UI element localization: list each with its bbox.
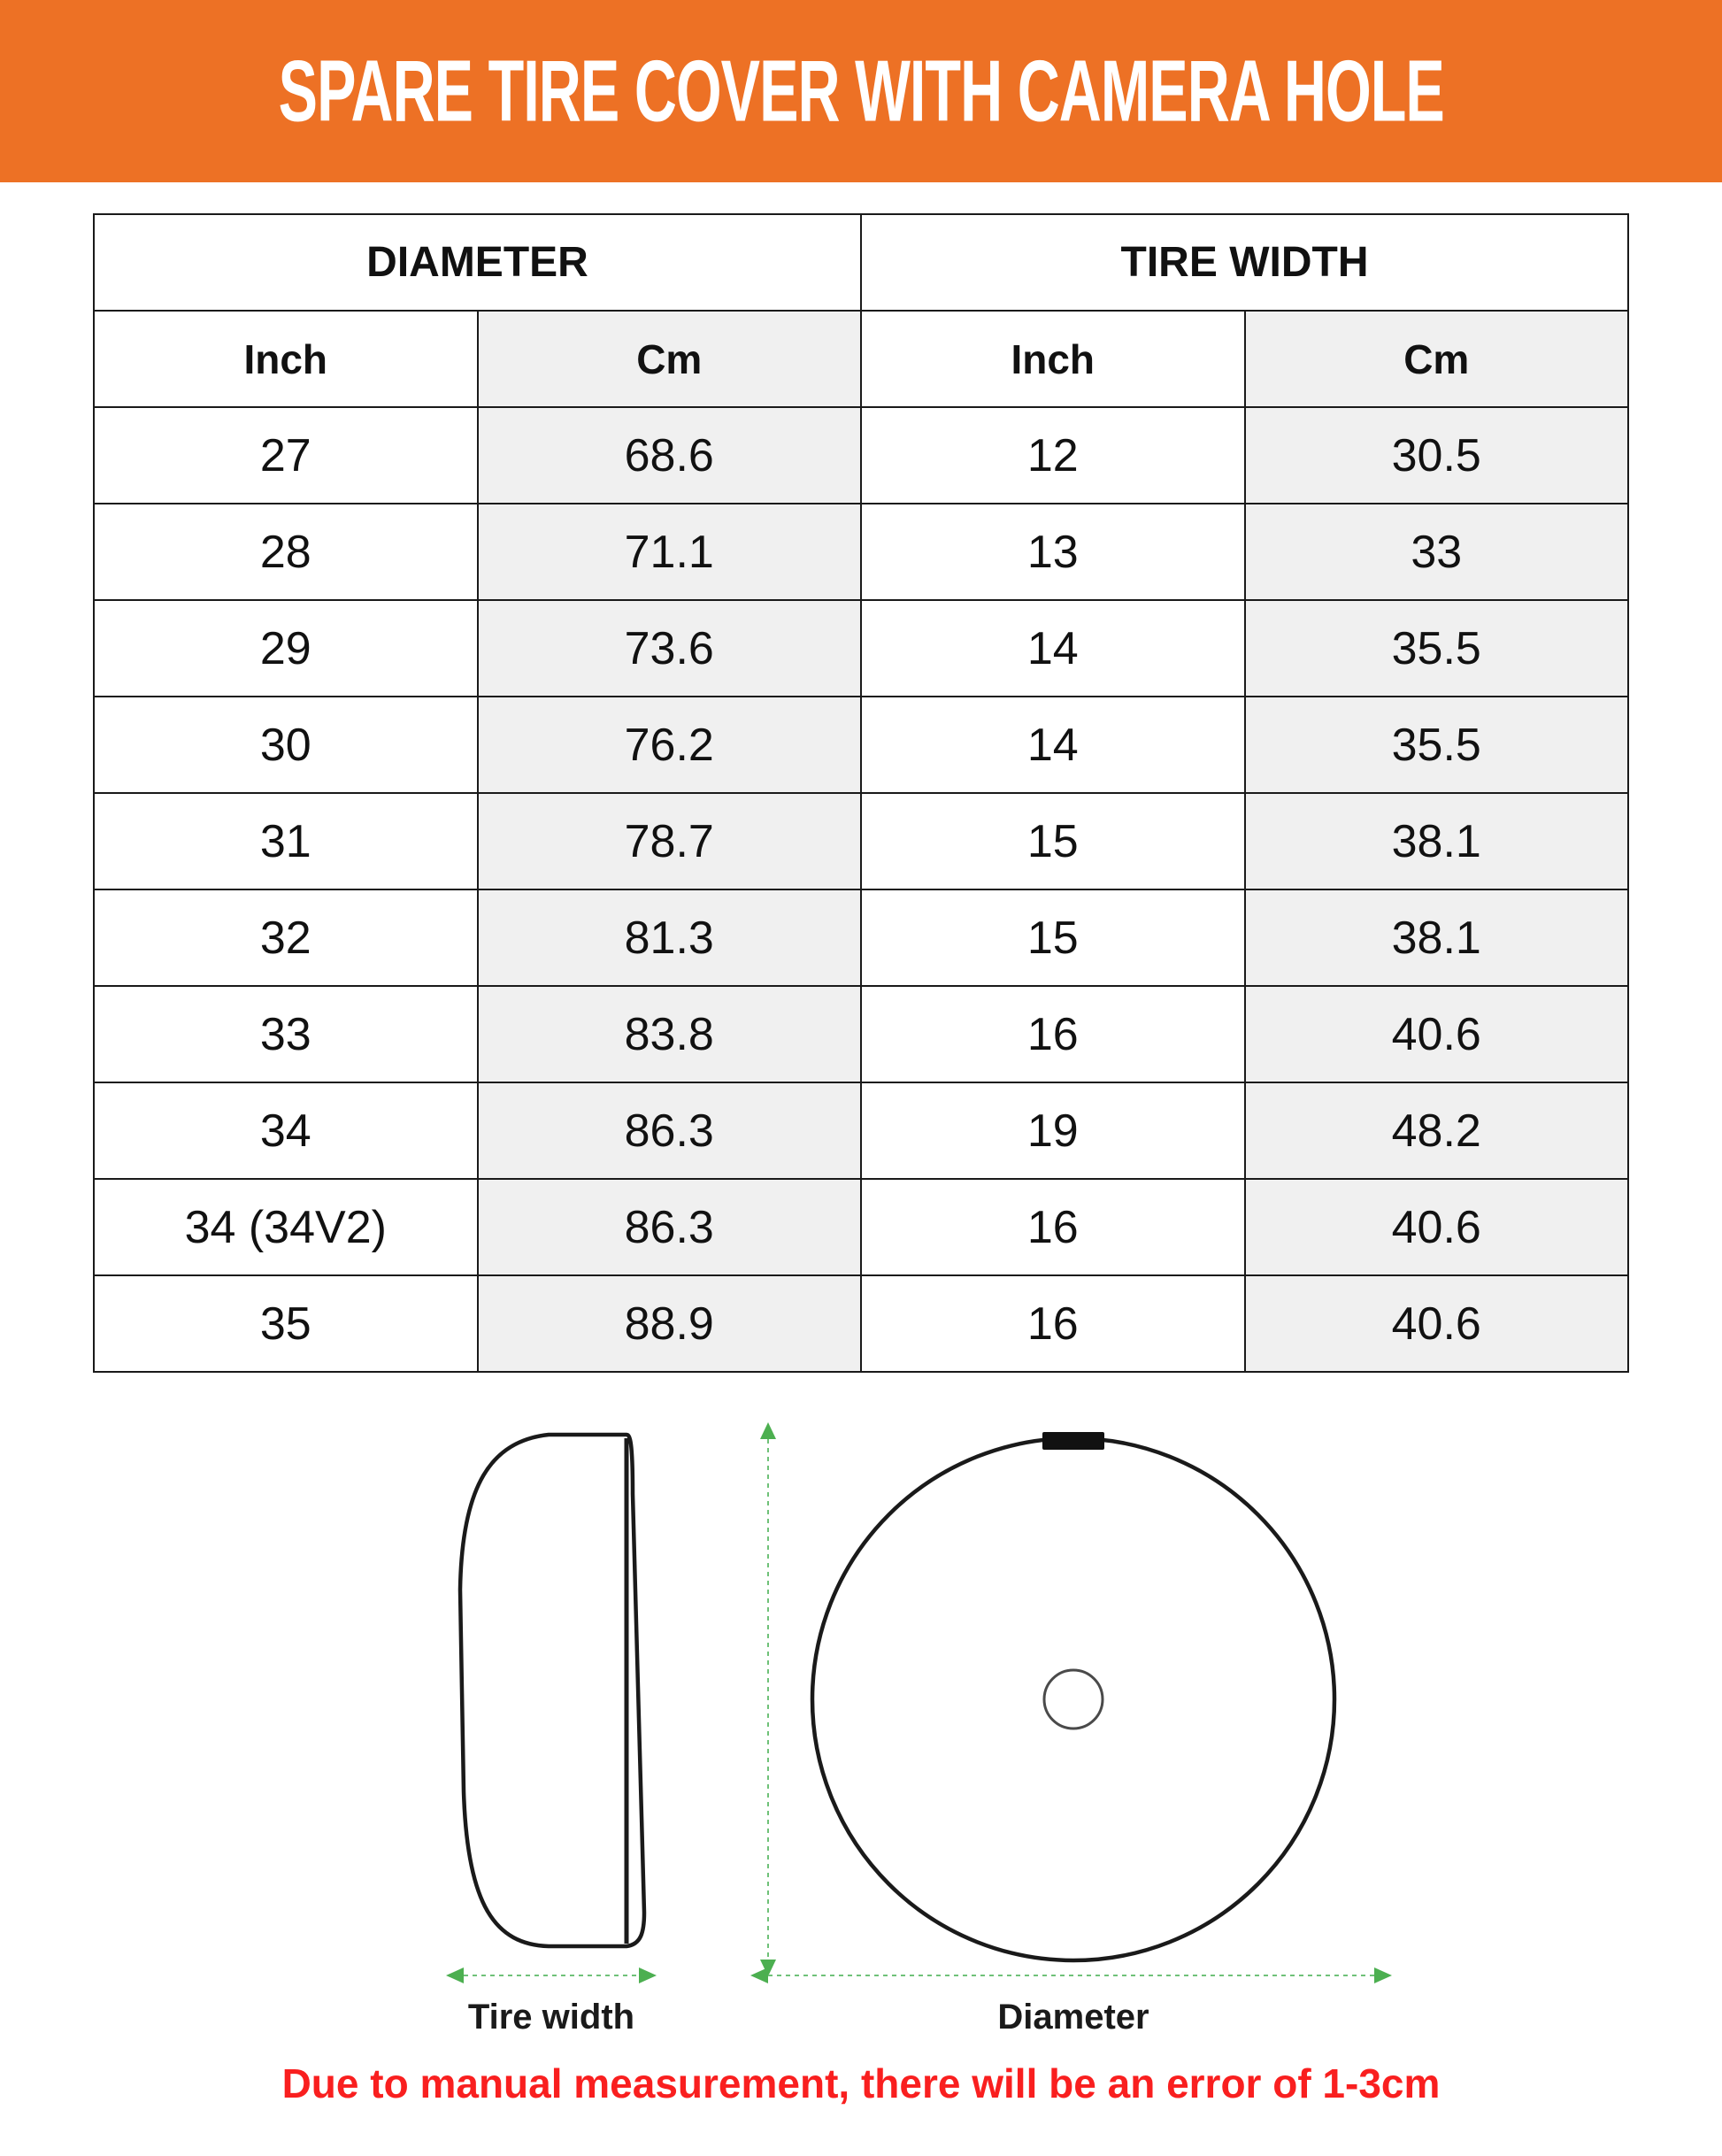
svg-text:Diameter: Diameter xyxy=(997,1998,1149,2032)
svg-text:Tire width: Tire width xyxy=(468,1998,634,2032)
